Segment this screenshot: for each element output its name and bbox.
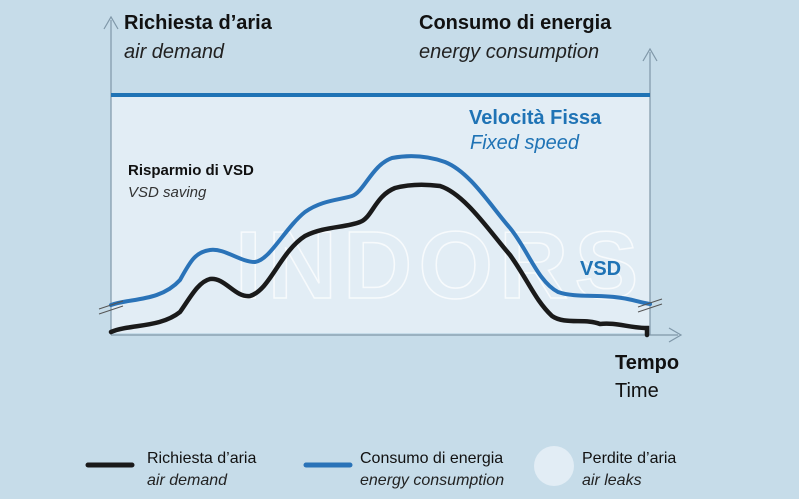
vsd-saving-label: Risparmio di VSD (128, 162, 254, 179)
legend-swatch-air-leaks (534, 446, 574, 486)
legend-energy-consumption-title: Consumo di energia (360, 450, 504, 467)
y-axis-right-arrow (642, 47, 658, 62)
fixed-speed-sublabel: Fixed speed (470, 132, 579, 154)
fixed-speed-label: Velocità Fissa (469, 107, 602, 129)
y-left-axis-title: Richiesta d’aria (124, 12, 272, 34)
legend-energy-consumption-subtitle: energy consumption (360, 472, 505, 489)
x-axis-arrow (668, 327, 683, 343)
y-right-axis-title: Consumo di energia (419, 12, 612, 34)
y-right-axis-subtitle: energy consumption (419, 41, 600, 63)
watermark-text: INDORS (235, 212, 644, 319)
y-axis-left-arrow (103, 15, 119, 30)
axis-break-mark (98, 300, 124, 310)
x-axis-title: Tempo (615, 352, 680, 374)
legend-air-demand-subtitle: air demand (147, 472, 228, 489)
y-left-axis-subtitle: air demand (124, 41, 225, 63)
legend-air-leaks-subtitle: air leaks (582, 472, 642, 489)
legend-air-leaks-title: Perdite d’aria (582, 450, 677, 467)
x-axis-subtitle: Time (615, 380, 659, 402)
vsd-label: VSD (580, 258, 622, 280)
axis-break-mark (98, 305, 124, 315)
air-demand-curve (108, 182, 650, 338)
axis-break-mark (637, 303, 663, 313)
vsd-energy-curve (109, 154, 652, 307)
axis-break-mark (637, 298, 663, 308)
vsd-saving-sublabel: VSD saving (128, 184, 207, 201)
legend-air-demand-title: Richiesta d’aria (147, 450, 257, 467)
